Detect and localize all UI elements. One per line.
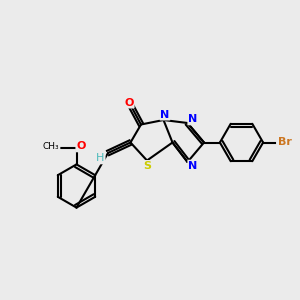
Text: Br: Br (278, 137, 292, 147)
Text: N: N (188, 114, 197, 124)
Text: N: N (160, 110, 169, 120)
Text: CH₃: CH₃ (43, 142, 60, 151)
Text: S: S (143, 161, 151, 171)
Text: O: O (124, 98, 134, 108)
Text: N: N (188, 160, 197, 171)
Text: H: H (96, 153, 105, 164)
Text: O: O (76, 141, 86, 152)
